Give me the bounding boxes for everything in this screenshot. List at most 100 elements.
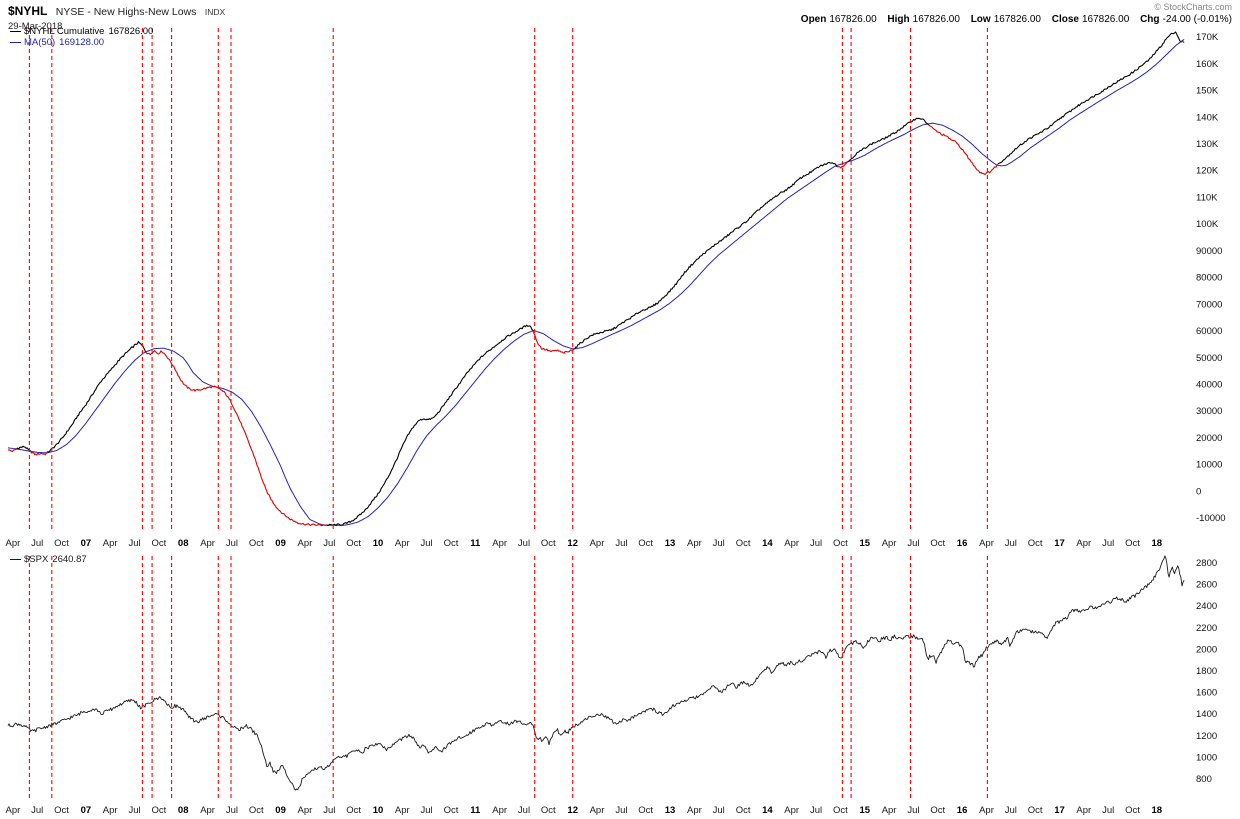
svg-text:Apr: Apr: [590, 538, 605, 549]
svg-text:140K: 140K: [1196, 112, 1219, 123]
svg-text:Apr: Apr: [200, 538, 215, 549]
exchange-label: INDX: [204, 7, 226, 17]
svg-text:Jul: Jul: [129, 538, 141, 549]
svg-text:2200: 2200: [1196, 623, 1217, 634]
svg-text:10: 10: [373, 805, 384, 816]
main-legend: $NYHL Cumulative 167826.00 MA(50) 169128.0…: [10, 26, 153, 48]
svg-text:160K: 160K: [1196, 59, 1219, 70]
svg-text:Jul: Jul: [713, 805, 725, 816]
svg-text:60000: 60000: [1196, 326, 1222, 337]
svg-text:120K: 120K: [1196, 166, 1219, 177]
legend-value: 167826.00: [108, 26, 154, 37]
svg-text:30000: 30000: [1196, 406, 1222, 417]
svg-text:Jul: Jul: [31, 805, 43, 816]
svg-text:Jul: Jul: [226, 805, 238, 816]
close-value: 167826.00: [1082, 14, 1130, 25]
svg-text:1000: 1000: [1196, 752, 1217, 763]
svg-text:Oct: Oct: [1125, 805, 1140, 816]
svg-text:Jul: Jul: [1005, 805, 1017, 816]
svg-text:2600: 2600: [1196, 580, 1217, 591]
svg-text:Oct: Oct: [638, 805, 653, 816]
svg-text:Oct: Oct: [541, 538, 556, 549]
svg-text:16: 16: [957, 538, 968, 549]
svg-text:Jul: Jul: [1005, 538, 1017, 549]
low-label: Low: [970, 14, 991, 25]
svg-text:Apr: Apr: [687, 805, 702, 816]
svg-text:Jul: Jul: [323, 805, 335, 816]
svg-text:18: 18: [1152, 805, 1163, 816]
svg-text:Apr: Apr: [979, 538, 994, 549]
svg-text:Oct: Oct: [1028, 805, 1043, 816]
svg-text:14: 14: [762, 805, 773, 816]
svg-text:100K: 100K: [1196, 219, 1219, 230]
svg-text:Jul: Jul: [907, 538, 919, 549]
svg-text:Apr: Apr: [784, 805, 799, 816]
svg-text:1600: 1600: [1196, 688, 1217, 699]
high-value: 167826.00: [912, 14, 960, 25]
svg-text:Jul: Jul: [810, 538, 822, 549]
legend-spx: $SPX 2640.87: [10, 554, 87, 565]
svg-text:11: 11: [470, 805, 481, 816]
svg-text:12: 12: [567, 805, 578, 816]
chg-value: -24.00 (-0.01%): [1162, 14, 1232, 25]
copyright: © StockCharts.com: [1154, 2, 1232, 12]
svg-text:14: 14: [762, 538, 773, 549]
svg-text:Oct: Oct: [249, 538, 264, 549]
svg-text:80000: 80000: [1196, 273, 1222, 284]
svg-text:Apr: Apr: [492, 538, 507, 549]
svg-text:Jul: Jul: [518, 538, 530, 549]
legend-ma50: MA(50) 169128.00: [10, 37, 153, 48]
svg-text:Apr: Apr: [6, 538, 21, 549]
svg-text:Apr: Apr: [395, 805, 410, 816]
svg-text:Oct: Oct: [1125, 538, 1140, 549]
chart-title-line: $NYHL NYSE - New Highs-New Lows INDX: [8, 2, 225, 20]
svg-text:Apr: Apr: [882, 538, 897, 549]
svg-text:2400: 2400: [1196, 601, 1217, 612]
low-value: 167826.00: [993, 14, 1041, 25]
svg-text:Jul: Jul: [713, 538, 725, 549]
svg-text:Oct: Oct: [736, 538, 751, 549]
svg-text:1800: 1800: [1196, 666, 1217, 677]
svg-text:17: 17: [1054, 805, 1065, 816]
legend-value: 169128.00: [59, 37, 105, 48]
spx-legend: $SPX 2640.87: [10, 554, 87, 565]
svg-text:50000: 50000: [1196, 353, 1222, 364]
svg-text:Oct: Oct: [930, 538, 945, 549]
svg-text:Jul: Jul: [615, 538, 627, 549]
svg-text:09: 09: [275, 805, 286, 816]
legend-value: 2640.87: [52, 554, 87, 565]
svg-text:2800: 2800: [1196, 558, 1217, 569]
svg-text:Apr: Apr: [687, 538, 702, 549]
svg-text:Apr: Apr: [103, 538, 118, 549]
svg-text:Apr: Apr: [882, 805, 897, 816]
svg-text:Oct: Oct: [152, 805, 167, 816]
ohlc-row: Open 167826.00 High 167826.00 Low 167826.00…: [793, 14, 1232, 25]
svg-text:90000: 90000: [1196, 246, 1222, 257]
svg-text:12: 12: [567, 538, 578, 549]
svg-text:2000: 2000: [1196, 644, 1217, 655]
svg-text:Jul: Jul: [129, 805, 141, 816]
svg-text:13: 13: [665, 538, 676, 549]
svg-text:Apr: Apr: [590, 805, 605, 816]
svg-text:1200: 1200: [1196, 731, 1217, 742]
svg-text:Apr: Apr: [1076, 805, 1091, 816]
chg-label: Chg: [1140, 14, 1160, 25]
svg-text:Jul: Jul: [421, 805, 433, 816]
svg-text:07: 07: [81, 805, 92, 816]
svg-text:Apr: Apr: [979, 805, 994, 816]
svg-text:1400: 1400: [1196, 709, 1217, 720]
svg-text:Oct: Oct: [54, 538, 69, 549]
legend-label: MA(50): [24, 37, 56, 48]
svg-text:-10000: -10000: [1196, 513, 1226, 524]
legend-label: $SPX: [24, 554, 49, 565]
high-label: High: [887, 14, 910, 25]
svg-text:Jul: Jul: [421, 538, 433, 549]
svg-text:150K: 150K: [1196, 86, 1219, 97]
symbol: $NYHL: [8, 4, 48, 18]
svg-text:70000: 70000: [1196, 299, 1222, 310]
svg-text:Oct: Oct: [444, 805, 459, 816]
svg-text:16: 16: [957, 805, 968, 816]
svg-text:Jul: Jul: [226, 538, 238, 549]
svg-text:09: 09: [275, 538, 286, 549]
